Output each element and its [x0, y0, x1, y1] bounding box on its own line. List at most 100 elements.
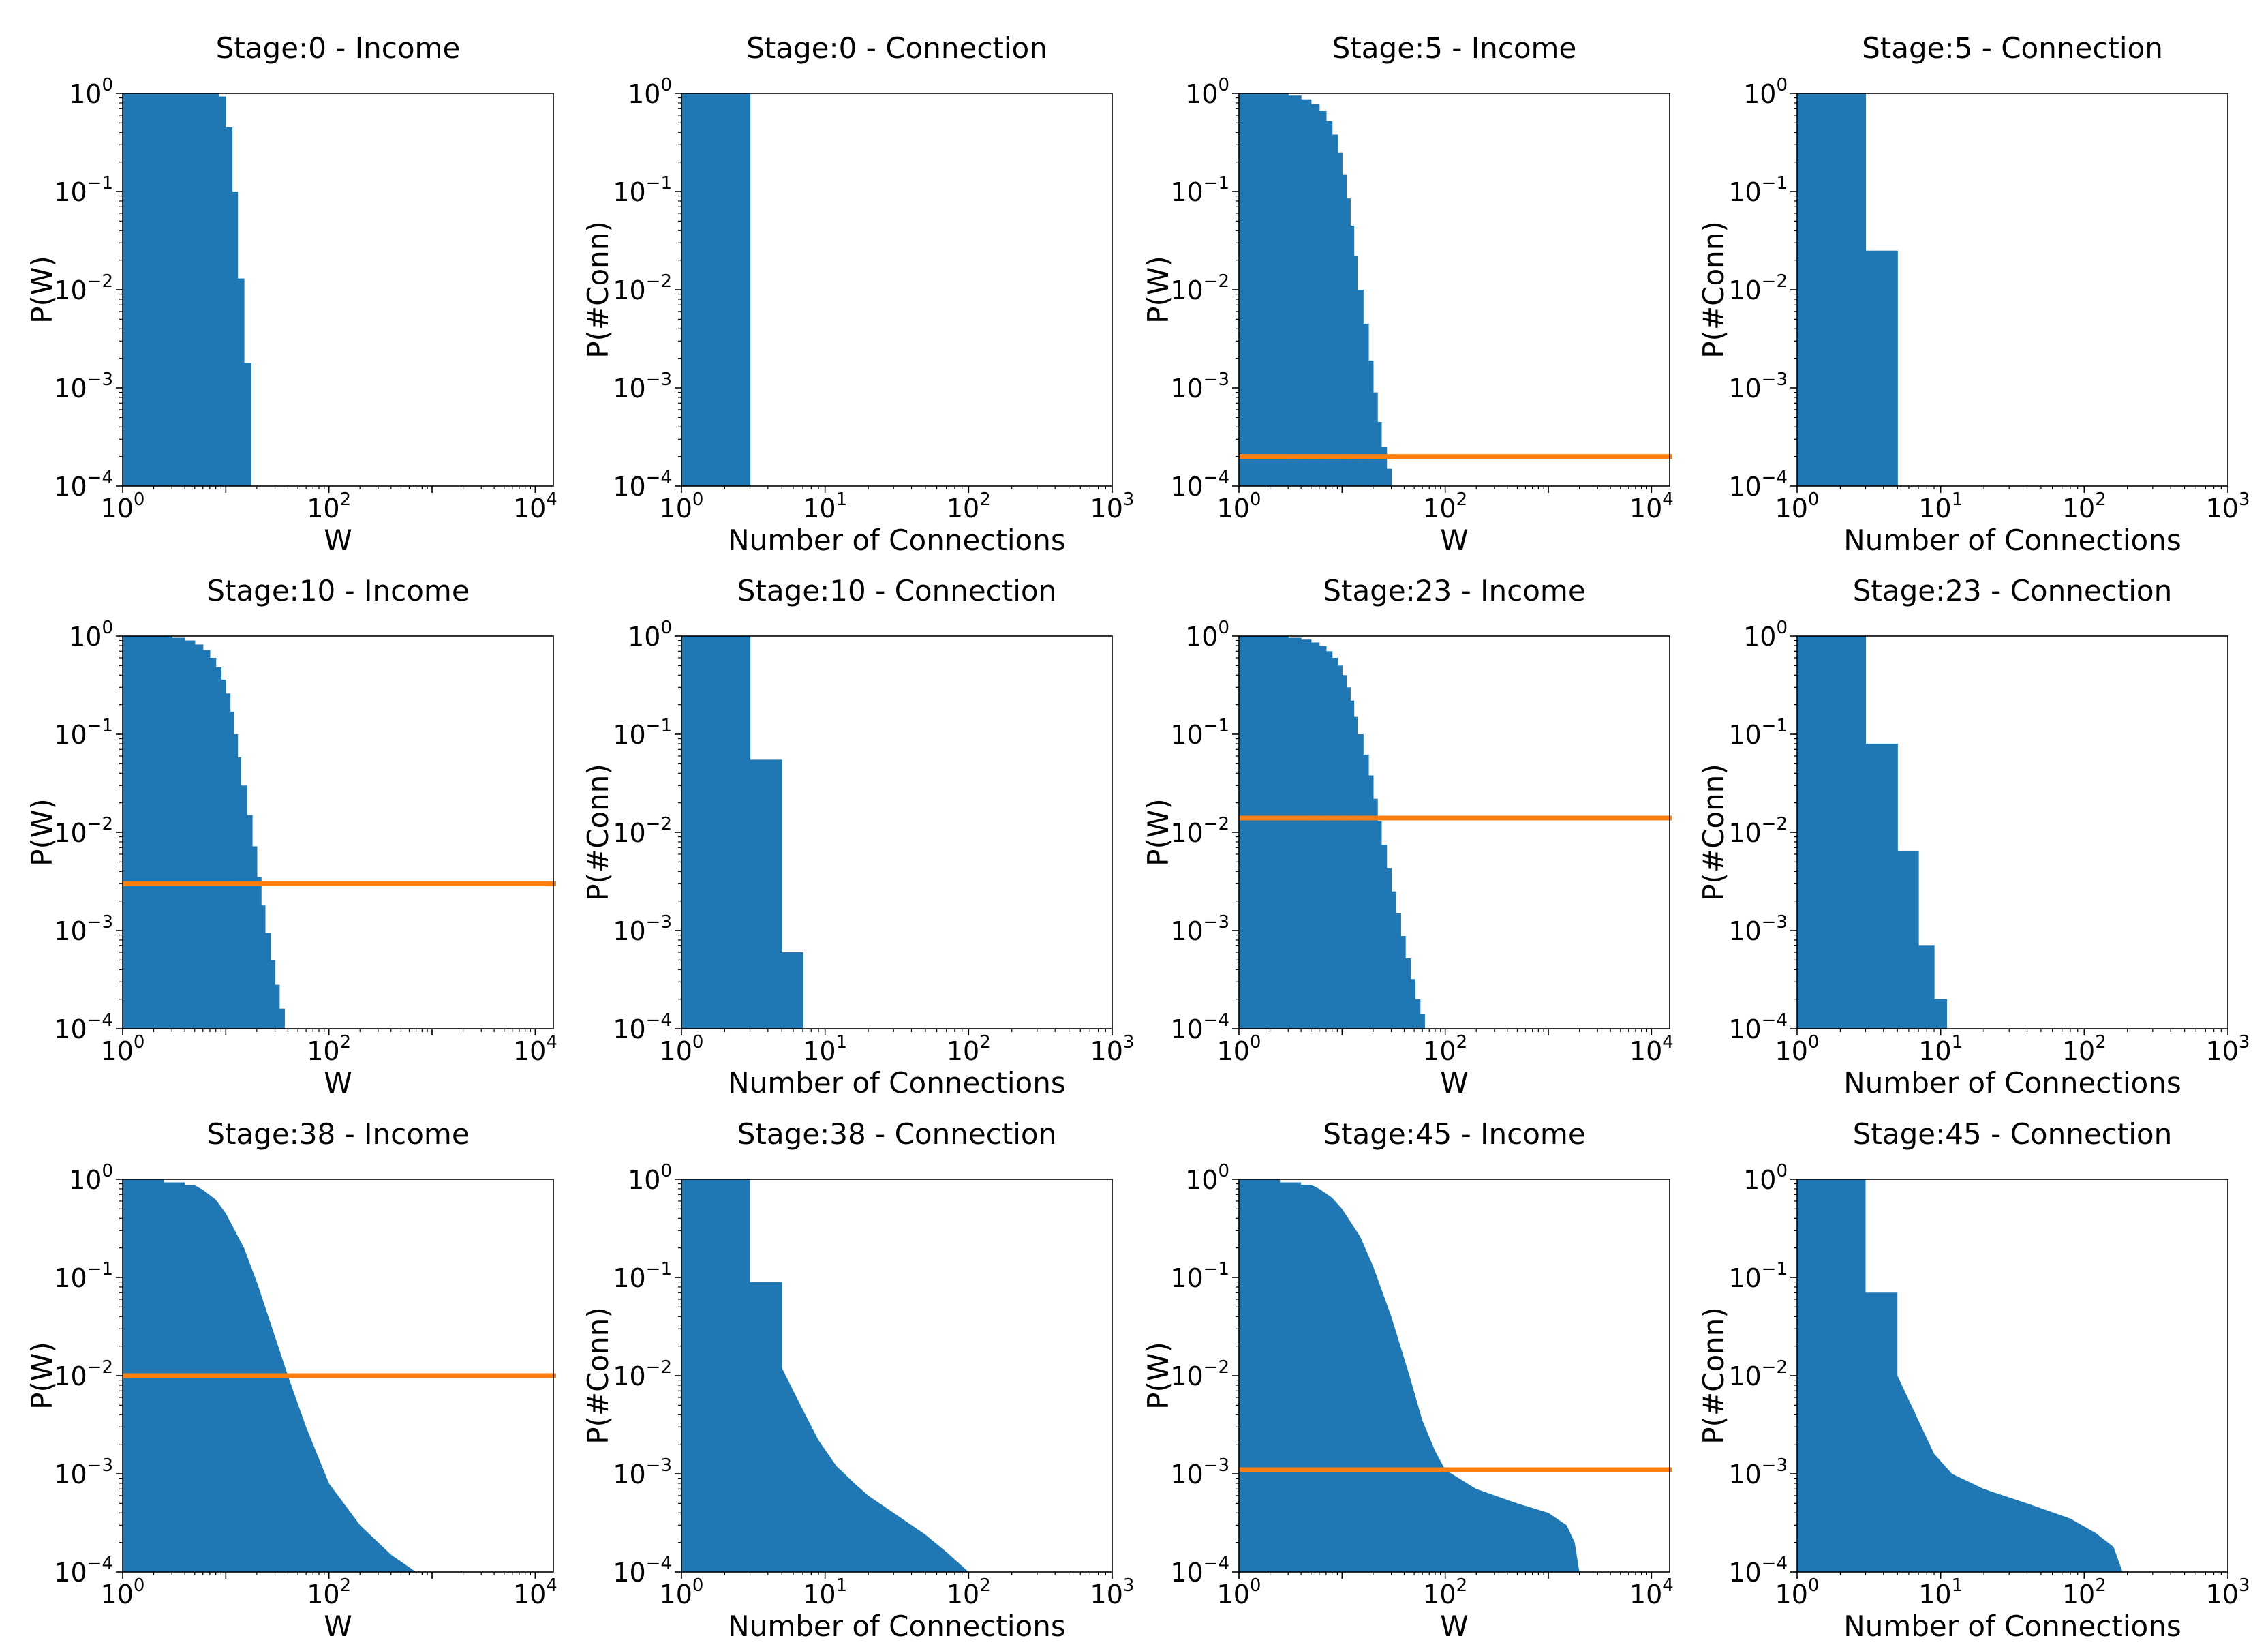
histogram-bar [1337, 665, 1343, 1029]
x-axis-label: W [324, 1609, 352, 1643]
histogram-bar [1325, 121, 1333, 486]
x-tick-label-exp: 2 [1456, 1575, 1468, 1596]
histogram-bar [237, 278, 245, 486]
y-tick-label-base: 10 [613, 472, 645, 502]
y-tick-label-exp: −4 [646, 1010, 672, 1031]
y-tick-label-base: 10 [54, 916, 87, 946]
y-tick-label-exp: −3 [87, 912, 113, 933]
x-tick-label-exp: 0 [134, 489, 145, 510]
y-tick-label: 10−3 [613, 1455, 672, 1489]
y-tick-label-base: 10 [613, 720, 645, 750]
histogram-bar [172, 637, 185, 1029]
x-tick-label-base: 10 [307, 1036, 339, 1066]
x-tick-label-exp: 2 [2095, 1575, 2106, 1596]
y-tick-label: 10−4 [54, 1010, 113, 1044]
x-tick-label-exp: 2 [979, 1575, 991, 1596]
x-tick-label-exp: 0 [1250, 489, 1261, 510]
y-tick-label: 100 [69, 75, 113, 109]
y-tick-label-base: 10 [1728, 1014, 1761, 1044]
y-tick-label-exp: 0 [1776, 75, 1788, 95]
x-tick-label-base: 10 [1090, 1579, 1123, 1609]
x-tick-label: 104 [513, 489, 557, 524]
x-tick-label-base: 10 [1423, 494, 1456, 524]
histogram-bar [1420, 1014, 1425, 1029]
y-tick-label-exp: −2 [646, 271, 672, 292]
x-tick-label: 100 [1775, 1575, 1820, 1609]
y-axis-label: P(#Conn) [581, 221, 615, 359]
y-tick-label: 10−1 [54, 173, 113, 207]
x-tick-label: 104 [1629, 1032, 1674, 1066]
x-tick-label-exp: 3 [1123, 1032, 1135, 1053]
y-axis-label: P(W) [25, 256, 59, 324]
x-tick-label: 100 [101, 489, 145, 524]
y-tick-label-base: 10 [613, 1361, 645, 1391]
x-tick-label: 104 [513, 1032, 557, 1066]
y-axis-label: P(W) [1141, 256, 1175, 324]
y-tick-label-exp: −1 [87, 1259, 113, 1280]
y-tick-label-base: 10 [1170, 720, 1203, 750]
y-tick-label: 10−1 [613, 173, 672, 207]
x-tick-label-base: 10 [803, 494, 836, 524]
histogram-bar [1301, 99, 1312, 486]
y-tick-label: 10−2 [54, 271, 113, 305]
y-tick-label-exp: 0 [1776, 1161, 1788, 1181]
y-tick-label-base: 10 [1170, 1459, 1203, 1489]
chart-title: Stage:10 - Connection [737, 574, 1056, 607]
y-tick-label: 100 [628, 75, 672, 109]
x-tick-label-exp: 2 [2095, 1032, 2106, 1053]
y-tick-label-base: 10 [1728, 472, 1761, 502]
x-tick-label-exp: 1 [836, 1032, 848, 1053]
y-tick-label-base: 10 [54, 1361, 87, 1391]
y-tick-label-exp: −2 [1204, 1357, 1229, 1378]
y-tick-label-exp: −4 [1204, 1010, 1229, 1031]
y-tick-label: 10−4 [613, 468, 672, 502]
y-tick-label: 10−3 [54, 912, 113, 946]
y-tick-label-exp: −1 [646, 1259, 672, 1280]
histogram-bar [275, 984, 280, 1029]
x-tick-label-base: 10 [1217, 1036, 1250, 1066]
y-tick-label-exp: −1 [1762, 716, 1788, 736]
y-tick-label-base: 10 [1170, 1361, 1203, 1391]
y-tick-label-base: 10 [613, 275, 645, 305]
y-tick-label: 10−3 [54, 1455, 113, 1489]
x-tick-label-base: 10 [1629, 1579, 1662, 1609]
y-tick-label-exp: −1 [646, 173, 672, 194]
x-tick-label-base: 10 [947, 1036, 979, 1066]
chart-title: Stage:10 - Income [206, 574, 469, 607]
y-tick-label-base: 10 [69, 79, 102, 109]
y-tick-label-base: 10 [1170, 1263, 1203, 1293]
y-tick-label: 100 [1185, 1161, 1229, 1195]
histogram-bar [1797, 93, 1867, 486]
histogram-bar [1395, 913, 1401, 1029]
y-tick-label: 10−3 [1170, 369, 1229, 404]
x-tick-label-exp: 3 [1123, 489, 1135, 510]
y-tick-label-base: 10 [1170, 1558, 1203, 1588]
histogram-bar [1350, 700, 1355, 1029]
y-tick-label: 10−2 [613, 814, 672, 848]
y-tick-label: 10−4 [1170, 468, 1229, 502]
y-tick-label-exp: −2 [1762, 814, 1788, 834]
y-tick-label-base: 10 [1170, 177, 1203, 207]
y-tick-label-base: 10 [54, 472, 87, 502]
histogram-bar [1342, 174, 1347, 486]
y-tick-label-exp: −2 [1762, 271, 1788, 292]
y-tick-label-exp: −2 [1204, 814, 1229, 834]
histogram-area [681, 1179, 969, 1572]
x-tick-label-exp: 3 [2239, 1032, 2250, 1053]
x-tick-label: 104 [1629, 1575, 1674, 1609]
x-tick-label-exp: 0 [134, 1032, 145, 1053]
histogram-bar [1934, 999, 1947, 1029]
histogram-bar [264, 933, 271, 1029]
histogram-bar [1918, 945, 1935, 1029]
y-tick-label-exp: −1 [1762, 1259, 1788, 1280]
x-tick-label: 103 [2206, 1575, 2250, 1609]
y-tick-label-base: 10 [1170, 275, 1203, 305]
y-tick-label-exp: −1 [1204, 173, 1229, 194]
histogram-bar [1363, 754, 1369, 1029]
histogram-bar [251, 846, 258, 1029]
y-tick-label-exp: −2 [646, 1357, 672, 1378]
y-axis-label: P(W) [1141, 1342, 1175, 1410]
histogram-bar [1897, 850, 1919, 1029]
y-tick-label-base: 10 [1743, 622, 1776, 652]
